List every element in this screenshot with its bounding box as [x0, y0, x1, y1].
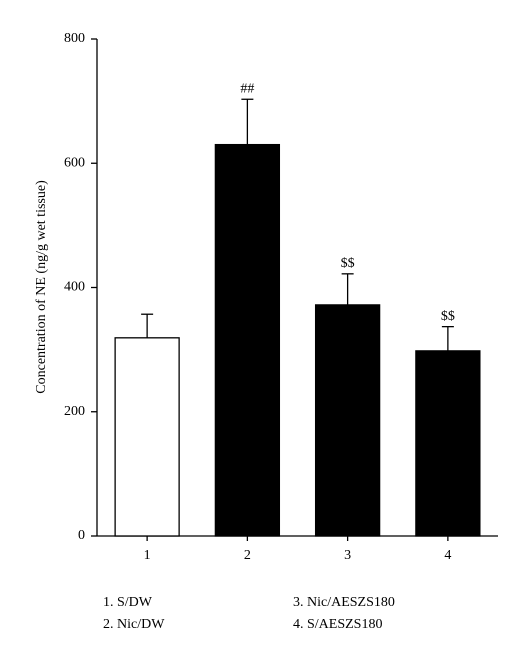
y-tick-label: 0 — [78, 528, 85, 543]
bar — [415, 350, 481, 537]
legend-label: 2. Nic/DW — [103, 617, 165, 632]
bar — [114, 337, 180, 537]
y-axis-label: Concentration of NE (ng/g wet tissue) — [34, 180, 49, 394]
error-bar — [341, 273, 354, 305]
x-tick-label: 1 — [144, 548, 151, 563]
y-tick-label: 400 — [64, 280, 85, 295]
legend-label: 1. S/DW — [103, 595, 153, 610]
x-tick-label: 4 — [444, 548, 451, 563]
x-tick-label: 3 — [344, 548, 351, 563]
legend-label: 3. Nic/AESZS180 — [293, 595, 395, 610]
bar — [214, 143, 281, 537]
legend-label: 4. S/AESZS180 — [293, 617, 382, 632]
y-tick-label: 600 — [64, 155, 85, 170]
x-tick-label: 2 — [244, 548, 251, 563]
error-bar — [141, 313, 154, 338]
error-bar — [441, 325, 454, 351]
y-tick-label: 200 — [64, 404, 85, 419]
error-bar — [241, 98, 254, 145]
annotation: $$ — [341, 256, 355, 271]
annotation: ## — [240, 81, 254, 96]
bar — [314, 304, 381, 537]
y-tick-label: 800 — [64, 31, 85, 46]
annotation: $$ — [441, 309, 455, 324]
